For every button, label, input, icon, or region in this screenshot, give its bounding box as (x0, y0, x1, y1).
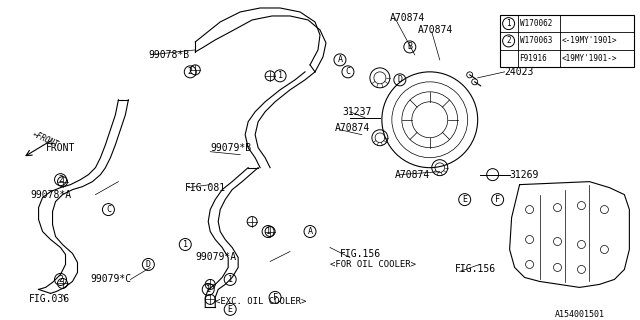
Text: 2: 2 (188, 67, 193, 76)
Text: F91916: F91916 (520, 54, 547, 63)
Text: 2: 2 (58, 175, 63, 184)
Text: A70874: A70874 (335, 123, 370, 133)
Text: F: F (495, 195, 500, 204)
Text: <EXC. OIL COOLER>: <EXC. OIL COOLER> (215, 297, 307, 306)
Text: W170063: W170063 (520, 36, 552, 45)
Text: 2: 2 (506, 36, 511, 45)
Text: FIG.081: FIG.081 (185, 183, 227, 193)
Text: A: A (337, 55, 342, 64)
Text: E: E (462, 195, 467, 204)
Text: F: F (273, 293, 278, 302)
Text: 99078*B: 99078*B (148, 50, 189, 60)
Text: ←FRONT: ←FRONT (31, 130, 60, 150)
Text: 99079*A: 99079*A (195, 252, 236, 262)
Text: <-19MY'1901>: <-19MY'1901> (561, 36, 617, 45)
Text: <19MY'1901->: <19MY'1901-> (561, 54, 617, 63)
Text: 1: 1 (183, 240, 188, 249)
Text: 99078*A: 99078*A (31, 190, 72, 200)
Text: C: C (346, 67, 351, 76)
Text: C: C (106, 205, 111, 214)
Text: 31237: 31237 (342, 107, 371, 117)
Text: FIG.156: FIG.156 (340, 250, 381, 260)
Text: 24023: 24023 (504, 67, 534, 77)
Text: D: D (146, 260, 151, 269)
Text: A154001501: A154001501 (554, 310, 605, 319)
Text: 2: 2 (58, 275, 63, 284)
Text: W170062: W170062 (520, 19, 552, 28)
Text: 31269: 31269 (509, 170, 539, 180)
Text: A70874: A70874 (418, 25, 453, 35)
Text: 1: 1 (205, 285, 211, 294)
Text: FIG.156: FIG.156 (455, 264, 496, 275)
Text: E: E (228, 305, 233, 314)
Text: 1: 1 (266, 227, 271, 236)
Bar (500, 15, 634, 67)
Text: <FOR OIL COOLER>: <FOR OIL COOLER> (330, 260, 416, 269)
Text: 99079*B: 99079*B (210, 143, 252, 153)
Text: FRONT: FRONT (45, 143, 75, 153)
Text: FIG.036: FIG.036 (29, 294, 70, 304)
Text: A70874: A70874 (390, 13, 425, 23)
Text: 1: 1 (278, 71, 283, 80)
Text: A70874: A70874 (395, 170, 430, 180)
Text: 1: 1 (228, 275, 233, 284)
Text: D: D (397, 75, 403, 84)
Text: 99079*C: 99079*C (90, 275, 132, 284)
Text: B: B (407, 43, 412, 52)
Text: A: A (308, 227, 312, 236)
Text: 1: 1 (506, 19, 511, 28)
